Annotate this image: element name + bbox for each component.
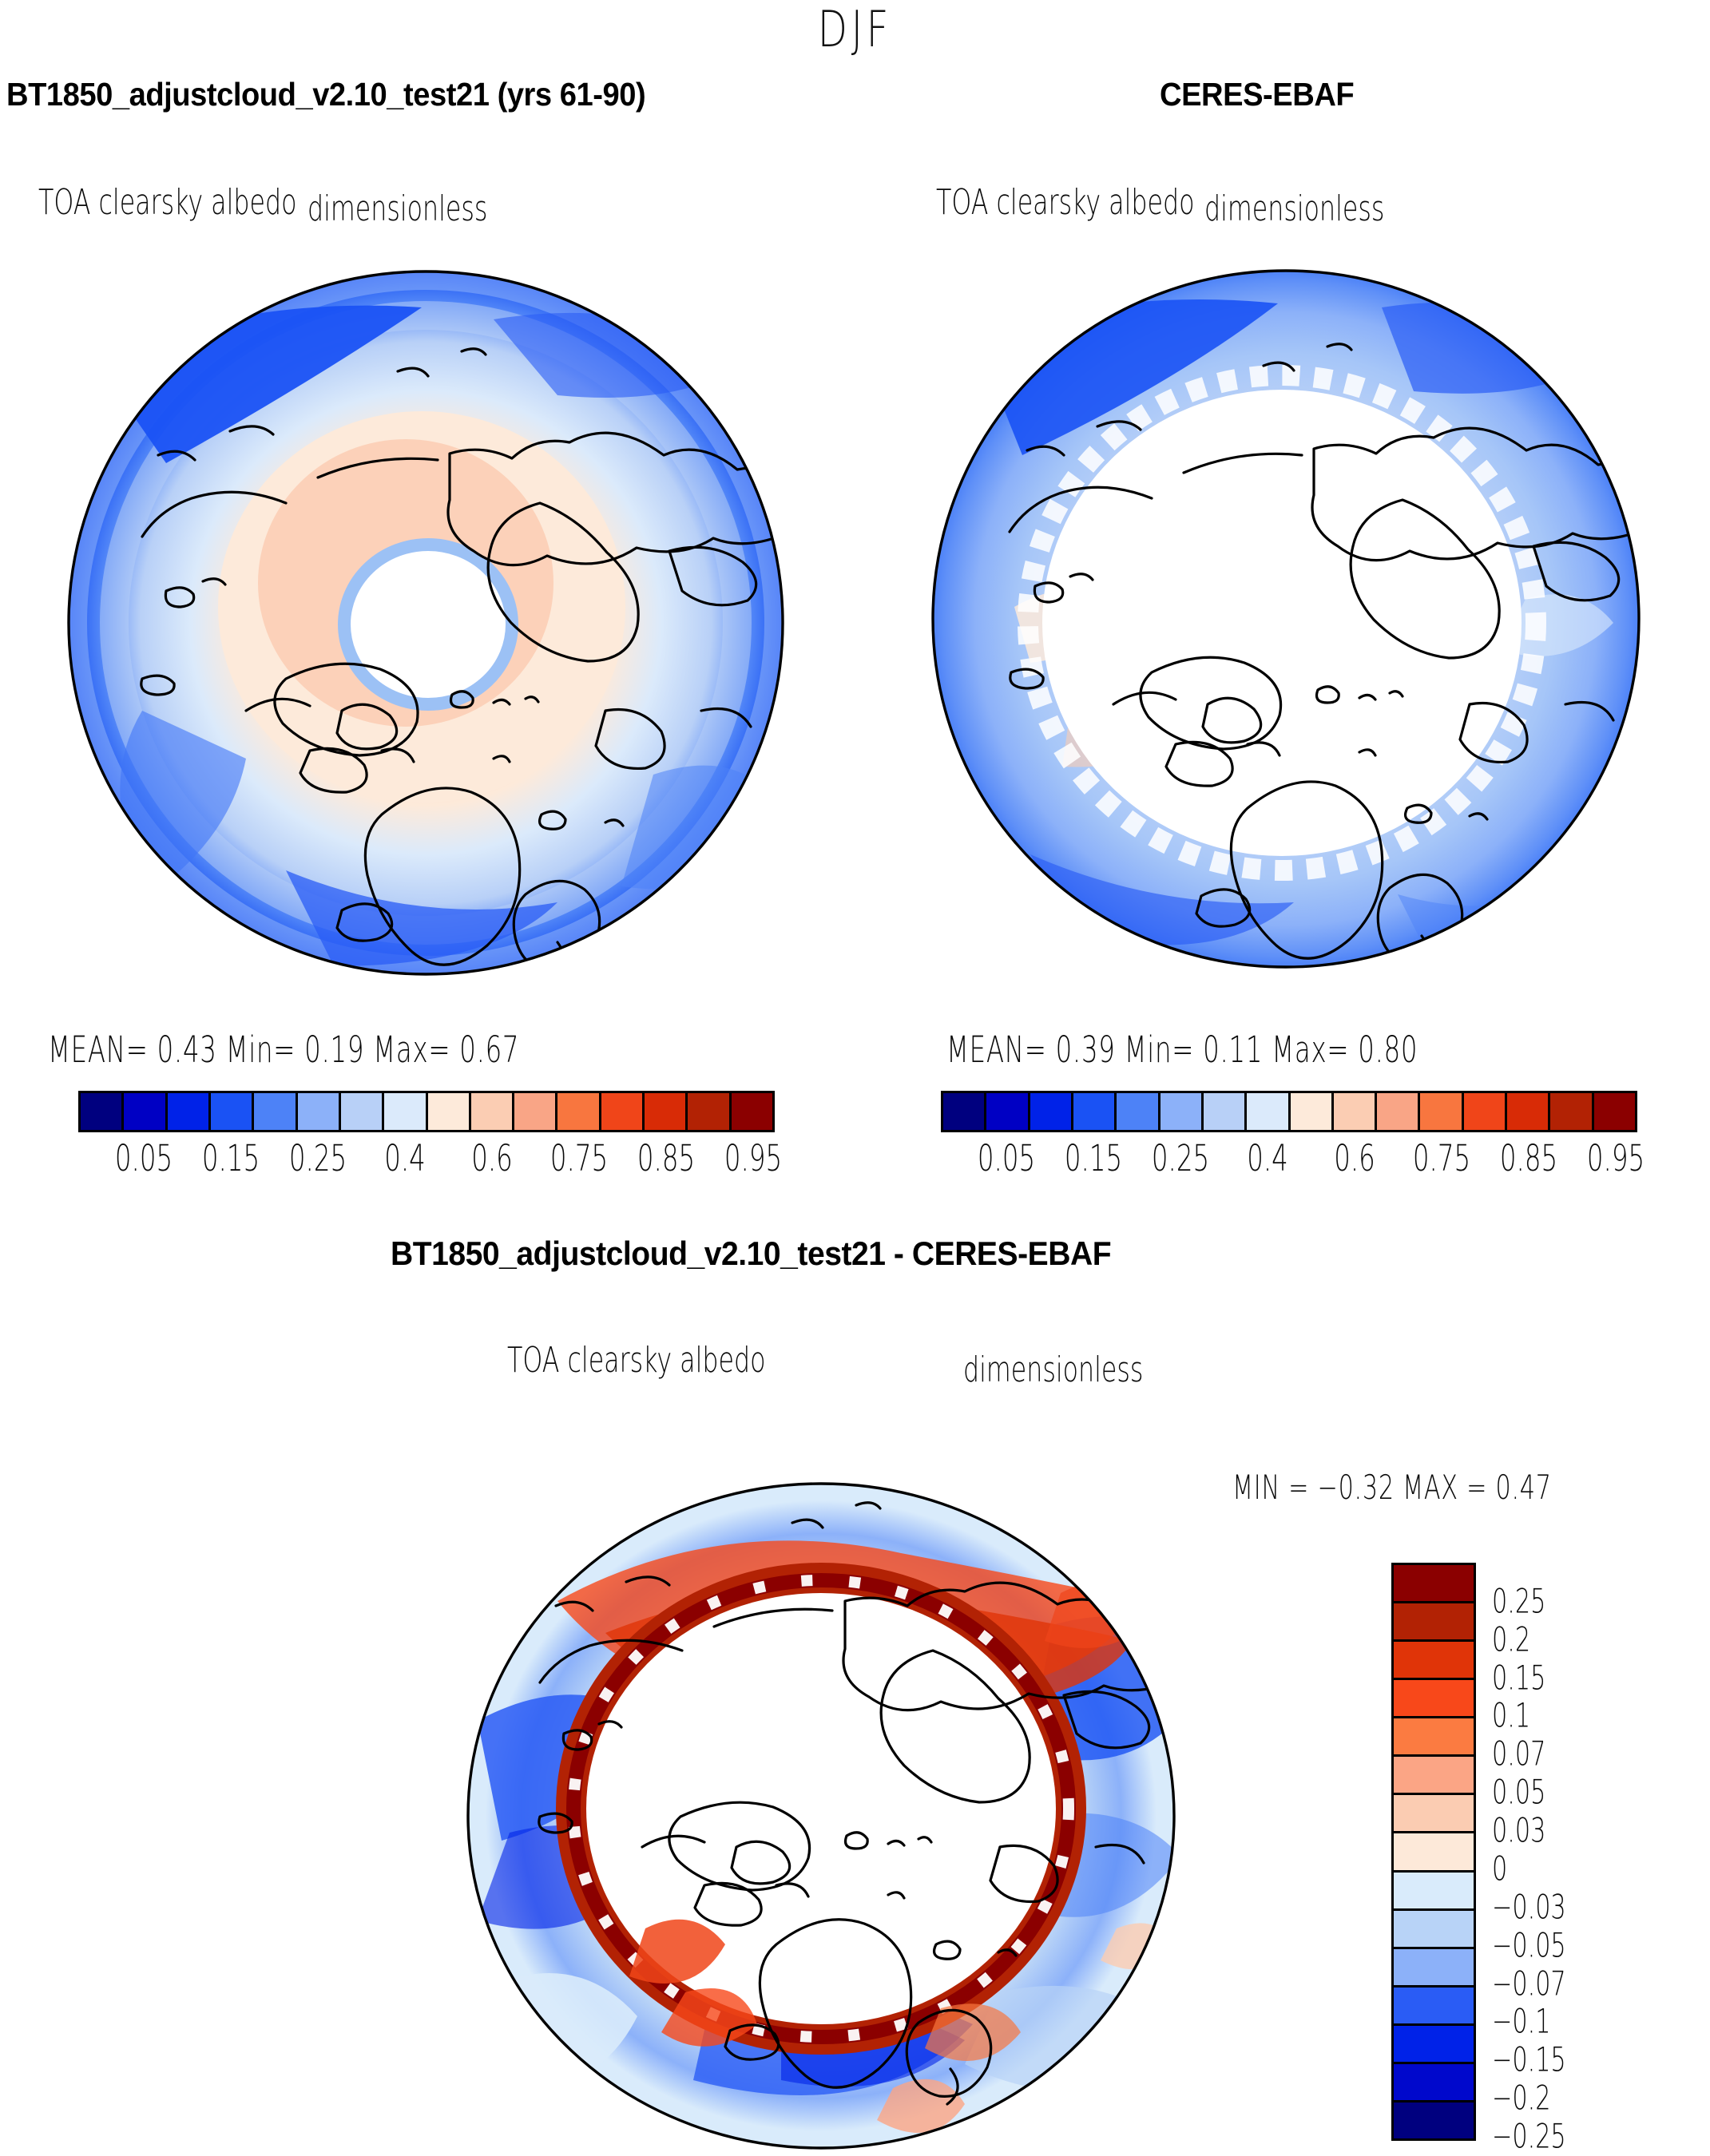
colorbar-cell (124, 1093, 168, 1130)
diff-colorbar (1391, 1563, 1476, 2141)
colorbar-tick-label: −0.1 (1492, 2001, 1551, 2041)
colorbar-cell (427, 1093, 471, 1130)
colorbar-cell (1394, 1718, 1474, 1758)
colorbar-cell (1394, 1603, 1474, 1643)
colorbar-tick-label: 0.07 (1492, 1734, 1546, 1774)
colorbar-cell (1394, 1795, 1474, 1834)
colorbar-tick-label: 0 (1492, 1849, 1508, 1888)
colorbar-cell (254, 1093, 298, 1130)
colorbar-tick-label: 0.1 (1492, 1695, 1531, 1735)
model-colorbar-ticks: 0.05 0.15 0.25 0.4 0.6 0.75 0.85 0.95 (78, 1137, 782, 1185)
colorbar-cell (340, 1093, 385, 1130)
colorbar-cell (731, 1093, 772, 1130)
diff-minmax-line: MIN = −0.32 MAX = 0.47 (1232, 1468, 1552, 1507)
colorbar-tick-label: −0.15 (1492, 2039, 1566, 2079)
colorbar-cell (986, 1093, 1030, 1130)
colorbar-tick-label: 0.75 (1412, 1137, 1470, 1179)
colorbar-cell (1593, 1093, 1635, 1130)
colorbar-tick-label: 0.15 (1064, 1137, 1122, 1179)
colorbar-cell (943, 1093, 987, 1130)
season-title: DJF (817, 0, 893, 58)
model-panel-title: BT1850_adjustcloud_v2.10_test21 (yrs 61-… (6, 76, 646, 113)
colorbar-cell (1030, 1093, 1073, 1130)
colorbar-cell (210, 1093, 255, 1130)
colorbar-cell (1073, 1093, 1117, 1130)
obs-colorbar (941, 1091, 1637, 1132)
colorbar-tick-label: 0.03 (1492, 1810, 1546, 1850)
colorbar-cell (81, 1093, 125, 1130)
colorbar-cell (384, 1093, 428, 1130)
colorbar-cell (601, 1093, 645, 1130)
colorbar-tick-label: 0.6 (1333, 1137, 1375, 1179)
model-polar-map (46, 264, 805, 982)
obs-variable-label: TOA clearsky albedo (936, 182, 1195, 223)
colorbar-cell (1394, 2102, 1474, 2138)
obs-polar-map (918, 264, 1653, 974)
diff-polar-map (446, 1481, 1212, 2150)
colorbar-cell (167, 1093, 211, 1130)
colorbar-cell (1394, 1948, 1474, 1988)
colorbar-tick-label: 0.25 (288, 1137, 347, 1179)
colorbar-tick-label: 0.2 (1492, 1619, 1531, 1659)
colorbar-tick-label: 0.6 (470, 1137, 513, 1179)
colorbar-cell (1420, 1093, 1464, 1130)
diff-panel-title: BT1850_adjustcloud_v2.10_test21 - CERES-… (391, 1235, 1112, 1272)
colorbar-tick-label: 0.85 (1499, 1137, 1557, 1179)
obs-stats-line: MEAN= 0.39 Min= 0.11 Max= 0.80 (946, 1028, 1418, 1071)
obs-units-label: dimensionless (1204, 188, 1385, 229)
colorbar-cell (1394, 1987, 1474, 2026)
colorbar-tick-label: 0.95 (724, 1137, 782, 1179)
colorbar-tick-label: 0.05 (114, 1137, 173, 1179)
model-stats-line: MEAN= 0.43 Min= 0.19 Max= 0.67 (48, 1028, 520, 1071)
colorbar-cell (1550, 1093, 1594, 1130)
colorbar-cell (1247, 1093, 1291, 1130)
obs-colorbar-ticks: 0.05 0.15 0.25 0.4 0.6 0.75 0.85 0.95 (941, 1137, 1645, 1185)
colorbar-cell (1394, 1757, 1474, 1796)
colorbar-cell (1394, 1833, 1474, 1873)
obs-panel-title: CERES-EBAF (1160, 76, 1355, 113)
colorbar-cell (1394, 1910, 1474, 1949)
colorbar-cell (1394, 1642, 1474, 1681)
colorbar-cell (1160, 1093, 1204, 1130)
colorbar-cell (1394, 1872, 1474, 1911)
colorbar-cell (297, 1093, 341, 1130)
diff-variable-label: TOA clearsky albedo (507, 1340, 766, 1381)
colorbar-tick-label: 0.95 (1586, 1137, 1645, 1179)
colorbar-cell (1463, 1093, 1508, 1130)
colorbar-cell (557, 1093, 601, 1130)
diff-units-label: dimensionless (963, 1349, 1144, 1390)
colorbar-cell (514, 1093, 558, 1130)
colorbar-cell (645, 1093, 688, 1130)
colorbar-cell (1290, 1093, 1334, 1130)
colorbar-cell (1203, 1093, 1248, 1130)
colorbar-tick-label: 0.4 (1246, 1137, 1288, 1179)
model-variable-label: TOA clearsky albedo (38, 182, 297, 223)
colorbar-cell (1394, 2025, 1474, 2064)
colorbar-cell (1333, 1093, 1378, 1130)
colorbar-tick-label: 0.25 (1492, 1581, 1546, 1621)
colorbar-tick-label: 0.15 (1492, 1658, 1546, 1698)
colorbar-cell (688, 1093, 732, 1130)
colorbar-tick-label: −0.2 (1492, 2078, 1551, 2118)
colorbar-tick-label: −0.07 (1492, 1964, 1566, 2003)
colorbar-tick-label: −0.03 (1492, 1887, 1566, 1927)
colorbar-tick-label: 0.85 (637, 1137, 695, 1179)
colorbar-cell (1394, 1565, 1474, 1604)
colorbar-tick-label: −0.25 (1492, 2116, 1566, 2156)
colorbar-cell (1377, 1093, 1421, 1130)
colorbar-tick-label: 0.15 (201, 1137, 260, 1179)
model-colorbar (78, 1091, 775, 1132)
colorbar-cell (1117, 1093, 1160, 1130)
colorbar-cell (1394, 1680, 1474, 1719)
model-units-label: dimensionless (307, 188, 488, 229)
colorbar-tick-label: −0.05 (1492, 1925, 1566, 1965)
colorbar-tick-label: 0.25 (1151, 1137, 1209, 1179)
colorbar-cell (1507, 1093, 1551, 1130)
colorbar-tick-label: 0.4 (383, 1137, 426, 1179)
colorbar-tick-label: 0.75 (550, 1137, 608, 1179)
colorbar-cell (470, 1093, 515, 1130)
colorbar-tick-label: 0.05 (977, 1137, 1035, 1179)
colorbar-cell (1394, 2063, 1474, 2102)
colorbar-tick-label: 0.05 (1492, 1772, 1546, 1812)
